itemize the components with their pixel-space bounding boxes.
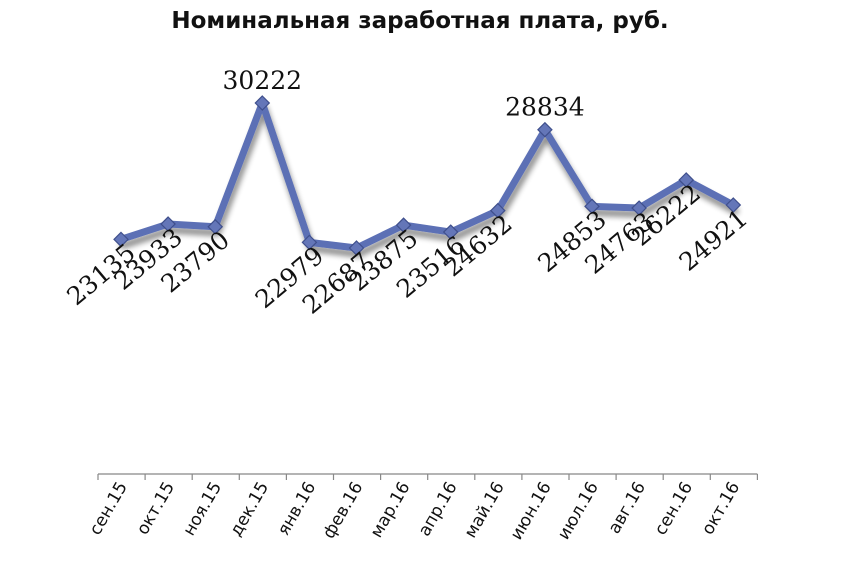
x-tick-label: май.16 xyxy=(461,478,509,541)
x-tick-label: янв.16 xyxy=(274,479,321,540)
data-point xyxy=(301,234,318,251)
x-tick-label: апр.16 xyxy=(415,479,462,540)
x-tick-label: ноя.15 xyxy=(179,479,226,540)
data-point xyxy=(348,240,365,256)
data-point xyxy=(254,95,271,111)
chart-title: Номинальная заработная плата, руб. xyxy=(171,8,669,34)
x-tick-label: мар.16 xyxy=(367,479,415,542)
x-tick-label: окт.16 xyxy=(698,479,744,539)
x-tick-label: авг.16 xyxy=(604,479,650,538)
x-tick-label: сен.15 xyxy=(86,479,132,539)
x-tick-label: фев.16 xyxy=(319,479,367,543)
data-point xyxy=(442,224,459,240)
data-point xyxy=(113,231,129,248)
data-label: 28834 xyxy=(505,93,585,122)
data-label: 30222 xyxy=(223,66,303,95)
data-point xyxy=(395,217,412,233)
data-point xyxy=(537,121,553,138)
data-point xyxy=(725,197,742,213)
x-tick-label: июн.16 xyxy=(507,479,556,544)
x-tick-label: окт.15 xyxy=(133,479,179,539)
x-tick-label: дек.15 xyxy=(226,479,273,541)
data-point xyxy=(584,198,600,215)
x-tick-label: сен.16 xyxy=(651,479,697,539)
x-tick-label: июл.16 xyxy=(554,479,603,544)
data-point xyxy=(207,218,224,235)
data-point xyxy=(678,172,695,188)
data-point xyxy=(489,202,506,219)
series-line xyxy=(117,99,737,252)
data-point xyxy=(631,200,647,216)
data-point xyxy=(160,216,176,232)
